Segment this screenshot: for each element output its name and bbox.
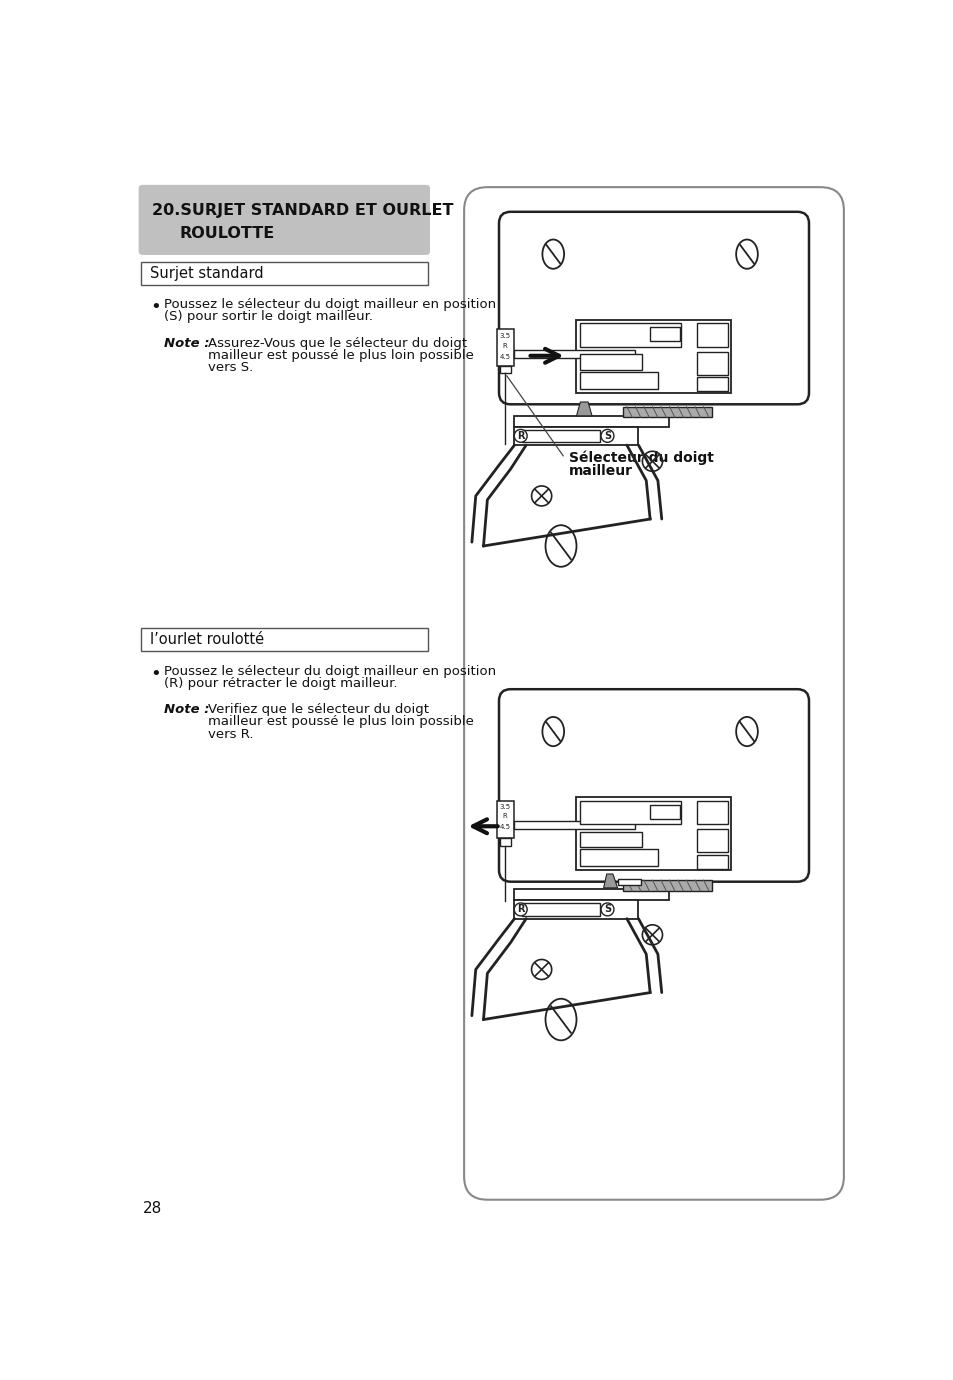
Bar [514, 889, 669, 900]
Bar [579, 800, 680, 824]
Text: 20.SURJET STANDARD ET OURLET: 20.SURJET STANDARD ET OURLET [152, 203, 453, 218]
Text: Assurez-Vous que le sélecteur du doigt: Assurez-Vous que le sélecteur du doigt [208, 337, 467, 349]
Bar [499, 366, 510, 374]
Bar [521, 904, 599, 915]
Text: vers S.: vers S. [208, 362, 253, 374]
Bar [649, 805, 679, 818]
Bar [514, 900, 638, 919]
Bar [696, 352, 727, 375]
Text: R: R [517, 904, 524, 915]
Bar [617, 879, 640, 885]
Bar [696, 800, 727, 824]
Bar [579, 355, 641, 370]
Bar [576, 320, 731, 393]
Bar [579, 323, 680, 346]
Bar [499, 838, 510, 846]
FancyBboxPatch shape [498, 689, 808, 882]
Bar [513, 351, 634, 357]
Text: R: R [502, 813, 507, 820]
Bar [622, 880, 711, 891]
Bar [649, 327, 679, 341]
Bar [576, 798, 731, 871]
Bar [497, 328, 513, 366]
Text: (R) pour rétracter le doigt mailleur.: (R) pour rétracter le doigt mailleur. [164, 676, 397, 690]
Text: S: S [603, 431, 611, 440]
Bar [579, 849, 658, 867]
Text: 3.5: 3.5 [499, 334, 510, 339]
Text: 28: 28 [142, 1202, 162, 1216]
Bar [497, 800, 513, 838]
Text: mailleur: mailleur [568, 464, 632, 477]
Bar [579, 832, 641, 847]
Text: R: R [502, 342, 507, 349]
Text: ROULOTTE: ROULOTTE [179, 226, 274, 242]
Text: Note :: Note : [164, 337, 210, 349]
Text: Surjet standard: Surjet standard [150, 266, 264, 282]
Bar [513, 821, 634, 828]
Text: •: • [150, 298, 161, 316]
Bar [514, 415, 669, 426]
Text: Note :: Note : [164, 702, 210, 716]
Text: S: S [603, 904, 611, 915]
Text: R: R [517, 431, 524, 440]
Text: (S) pour sortir le doigt mailleur.: (S) pour sortir le doigt mailleur. [164, 310, 373, 323]
Bar [696, 377, 727, 391]
Bar [141, 262, 427, 284]
Text: Poussez le sélecteur du doigt mailleur en position: Poussez le sélecteur du doigt mailleur e… [164, 665, 496, 678]
Bar [579, 373, 658, 389]
Text: Sélecteur du doigt: Sélecteur du doigt [568, 450, 713, 465]
Text: mailleur est poussé le plus loin possible: mailleur est poussé le plus loin possibl… [208, 349, 474, 362]
Bar [622, 407, 711, 417]
Text: 3.5: 3.5 [499, 805, 510, 810]
Text: vers R.: vers R. [208, 727, 253, 741]
Bar [514, 426, 638, 446]
Text: Poussez le sélecteur du doigt mailleur en position: Poussez le sélecteur du doigt mailleur e… [164, 298, 496, 310]
Polygon shape [603, 874, 617, 887]
Bar [696, 829, 727, 853]
FancyBboxPatch shape [138, 185, 430, 255]
FancyBboxPatch shape [498, 211, 808, 404]
Text: l’ourlet roulotté: l’ourlet roulotté [150, 632, 264, 647]
Text: 4.5: 4.5 [499, 353, 510, 360]
Bar [141, 628, 427, 651]
Text: •: • [150, 665, 161, 683]
Text: mailleur est poussé le plus loin possible: mailleur est poussé le plus loin possibl… [208, 715, 474, 729]
Polygon shape [576, 402, 592, 415]
Bar [521, 429, 599, 442]
Text: 4.5: 4.5 [499, 824, 510, 829]
Text: Verifiez que le sélecteur du doigt: Verifiez que le sélecteur du doigt [208, 702, 429, 716]
Bar [696, 854, 727, 868]
Bar [696, 323, 727, 346]
